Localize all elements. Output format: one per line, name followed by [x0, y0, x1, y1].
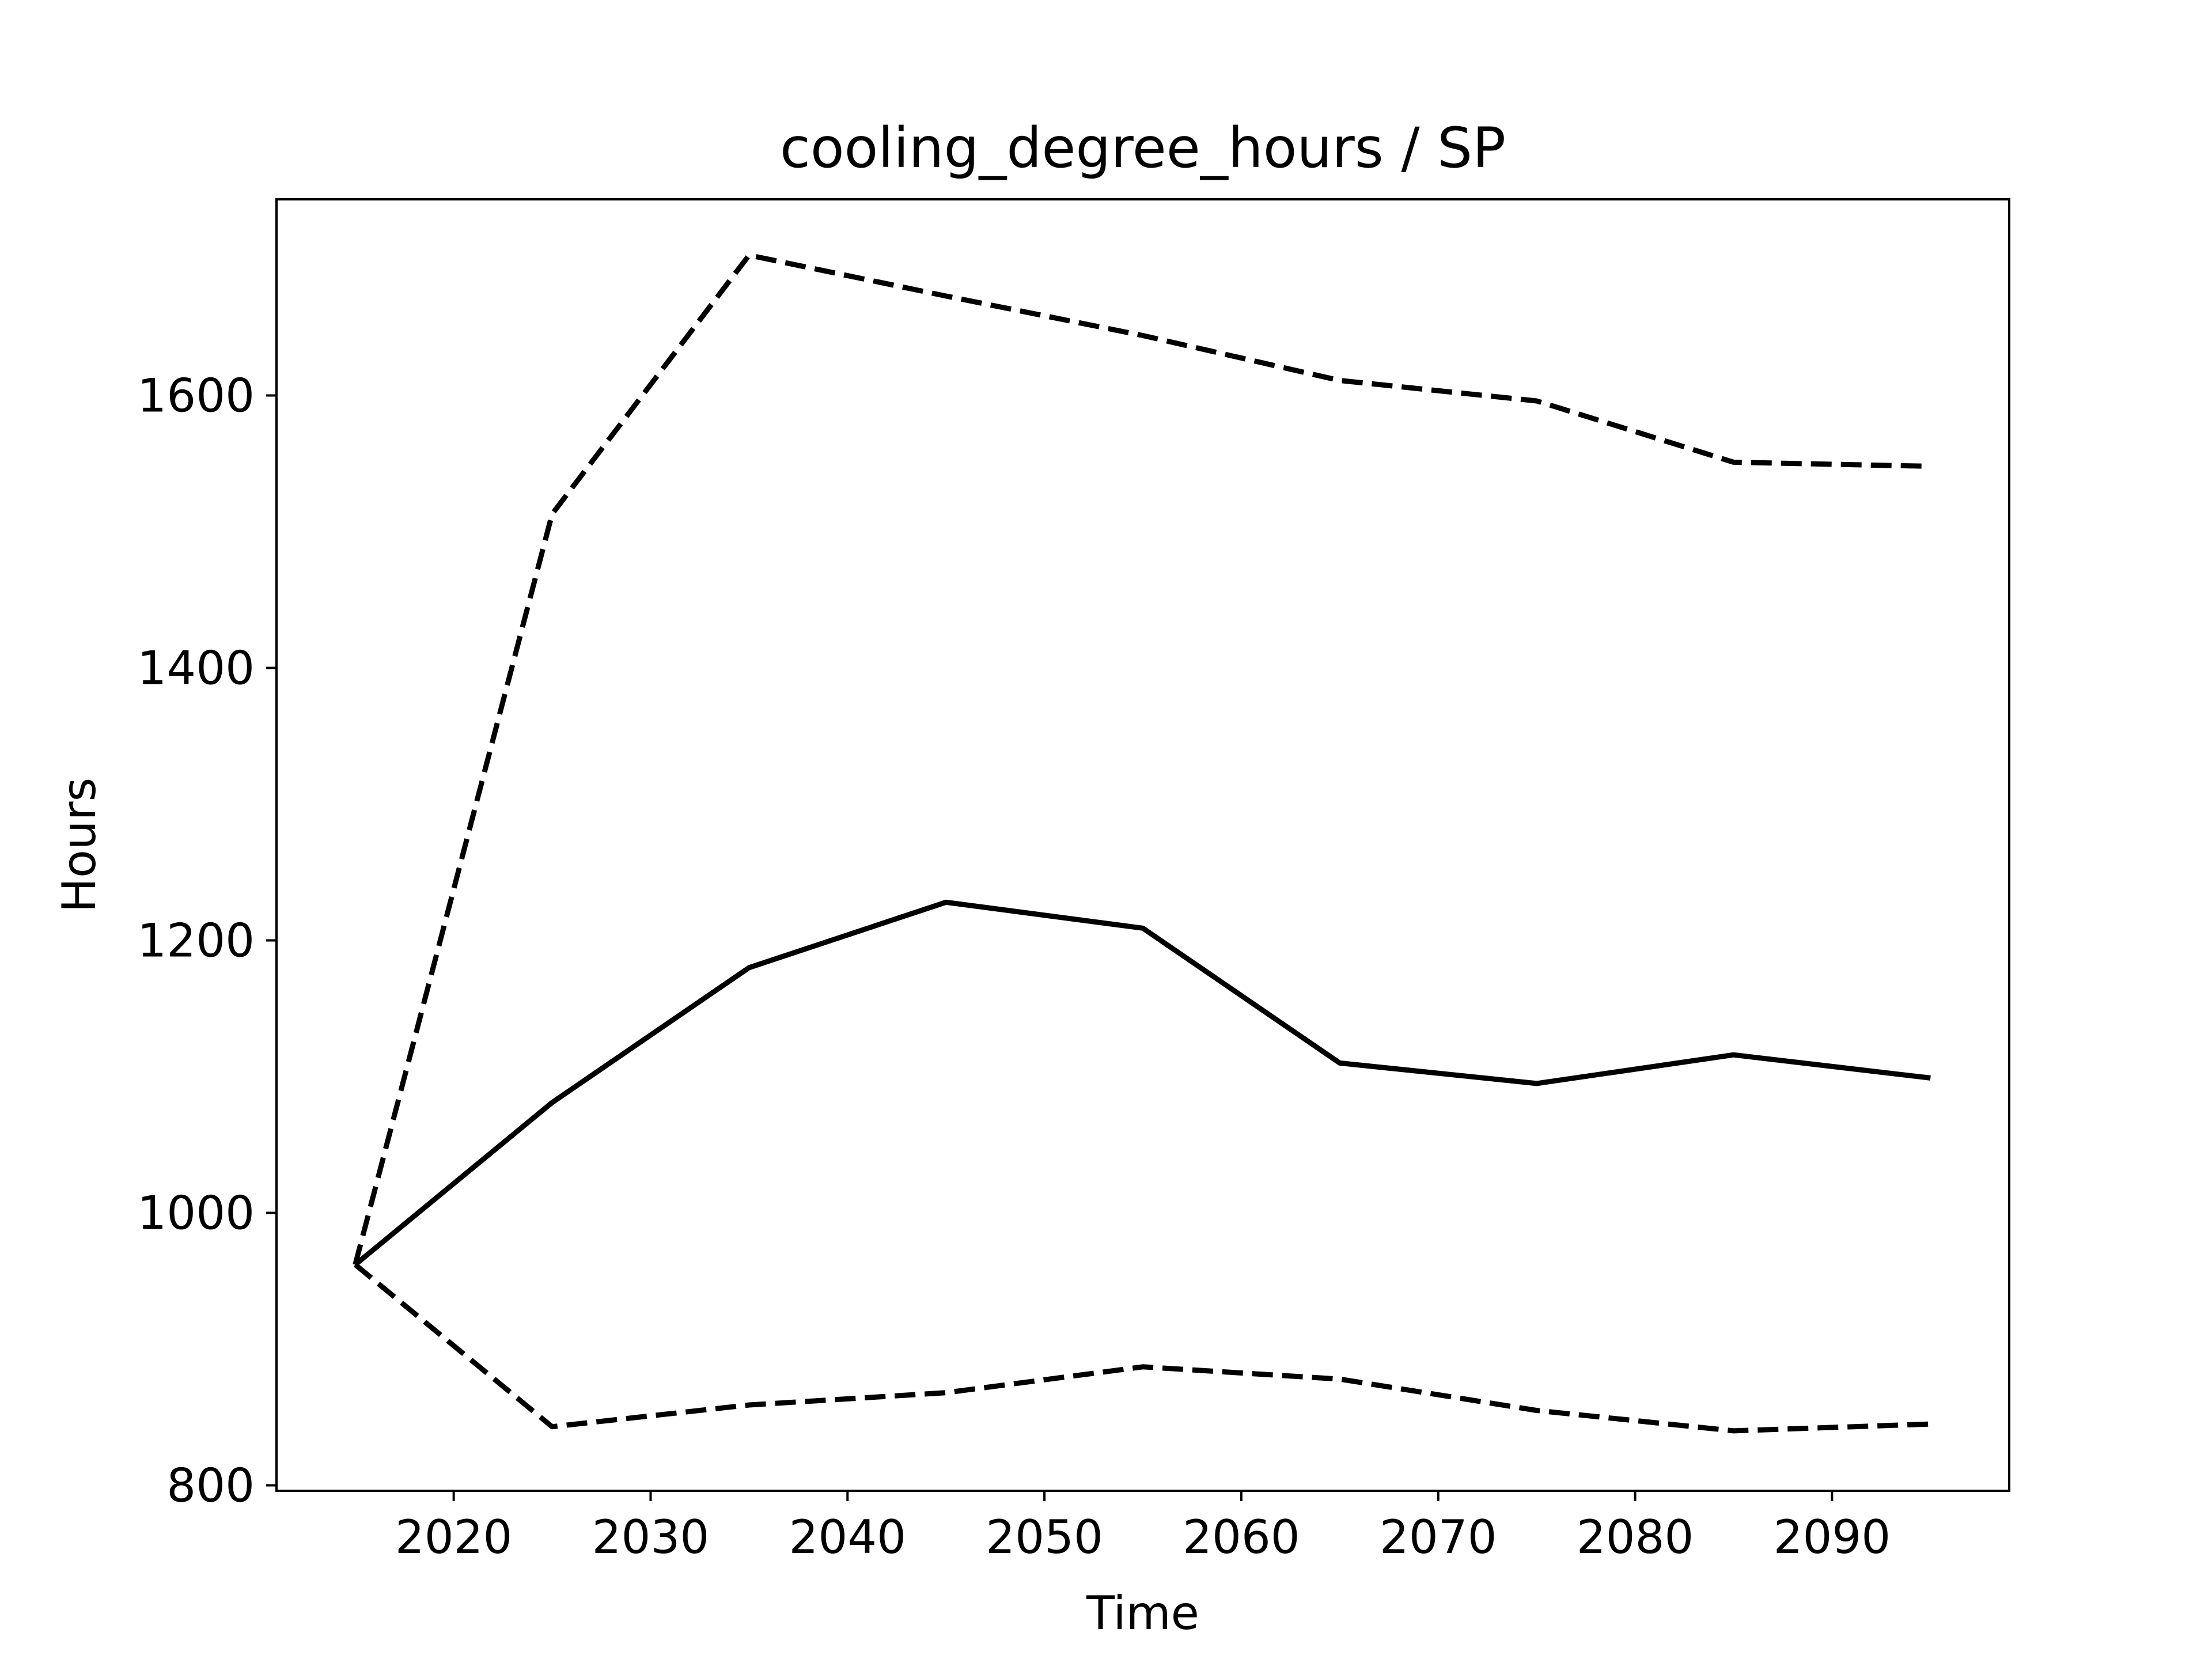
x-tick-label: 2030: [592, 1510, 710, 1564]
x-axis-label: Time: [1086, 1586, 1199, 1640]
series-layer: [353, 252, 1931, 1434]
x-tick-label: 2040: [789, 1510, 906, 1564]
chart-title: cooling_degree_hours / SP: [780, 116, 1506, 180]
x-tick-label: 2080: [1577, 1510, 1694, 1564]
series-line-1: [353, 252, 1931, 1266]
x-tick-label: 2050: [986, 1510, 1103, 1564]
y-tick-label: 1400: [137, 642, 255, 695]
x-tick-label: 2090: [1774, 1510, 1891, 1564]
x-tick-label: 2020: [395, 1510, 513, 1564]
y-tick-label: 800: [166, 1459, 255, 1513]
series-line-2: [353, 899, 1931, 1267]
y-tick-label: 1200: [137, 914, 255, 968]
y-tick-label: 1600: [137, 369, 255, 423]
x-tick-label: 2070: [1380, 1510, 1497, 1564]
ticks-layer: 2020 2030 2040 2050 2060 2070 2080 2090 800 1000 1…: [137, 369, 1891, 1564]
series-line-3: [353, 1262, 1931, 1434]
plot-frame: [275, 198, 2010, 1492]
y-axis-label: Hours: [52, 778, 106, 912]
y-tick-label: 1000: [137, 1187, 255, 1240]
x-tick-label: 2060: [1183, 1510, 1300, 1564]
